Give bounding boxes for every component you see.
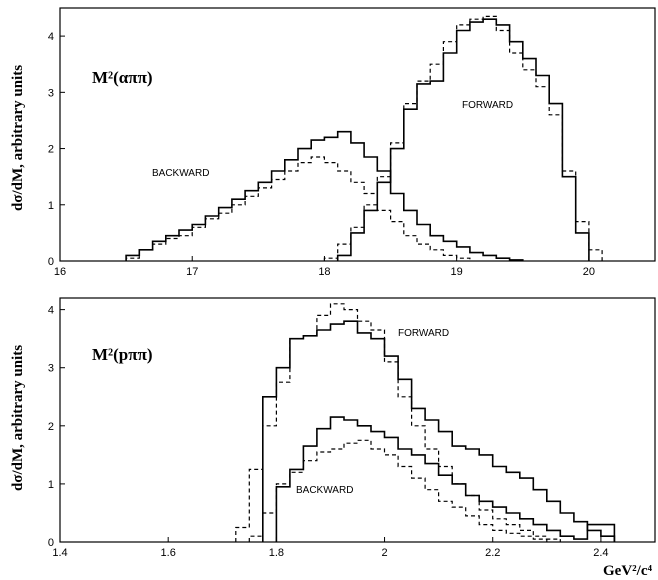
- x-tick-label: 2.2: [485, 547, 500, 559]
- x-tick-label: 16: [54, 266, 66, 278]
- forward-dashed-histogram: [235, 303, 561, 542]
- backward-solid-histogram: [275, 416, 616, 542]
- backward-dashed-histogram: [125, 156, 471, 261]
- y-tick-label: 0: [48, 537, 54, 549]
- top-ylabel: dσ/dM, arbitrary units: [10, 65, 26, 211]
- y-tick-label: 1: [48, 200, 54, 212]
- x-tick-label: 2: [381, 547, 387, 559]
- top-annotation-backward: BACKWARD: [152, 168, 209, 179]
- backward-solid-histogram: [125, 130, 524, 261]
- bottom-panel: 1.4 1.6 1.8 2 2.2 2.4 0 1 2 3 4 M²(pππ) FORWARD BA…: [10, 297, 656, 579]
- x-tick-label: 2.4: [593, 547, 608, 559]
- top-annotation-forward: FORWARD: [462, 100, 513, 111]
- x-tick-label: 18: [318, 266, 330, 278]
- x-tick-label: 1.6: [161, 547, 176, 559]
- x-tick-label: 20: [583, 266, 595, 278]
- y-tick-label: 3: [48, 87, 54, 99]
- bottom-annotation-backward: BACKWARD: [296, 485, 353, 496]
- top-panel: 16 17 18 19 20 0 1 2 3 4 M²(αππ) BACKWARD FORWARD…: [10, 7, 656, 278]
- forward-solid-histogram: [262, 320, 616, 542]
- bottom-xlabel: GeV²/c⁴: [603, 563, 652, 579]
- y-tick-label: 0: [48, 256, 54, 268]
- x-tick-label: 19: [451, 266, 463, 278]
- forward-dashed-histogram: [323, 15, 603, 261]
- bottom-plot-frame: [59, 297, 656, 543]
- y-tick-label: 4: [48, 305, 54, 317]
- backward-dashed-histogram: [248, 439, 548, 542]
- y-tick-label: 4: [48, 31, 54, 43]
- x-tick-label: 17: [186, 266, 198, 278]
- x-tick-label: 1.4: [52, 547, 67, 559]
- y-tick-label: 3: [48, 363, 54, 375]
- bottom-annotation-forward: FORWARD: [398, 328, 449, 339]
- top-plot-frame: [59, 7, 656, 262]
- y-tick-label: 1: [48, 479, 54, 491]
- y-tick-label: 2: [48, 421, 54, 433]
- top-title: M²(αππ): [92, 68, 153, 87]
- bottom-ylabel: dσ/dM, arbitrary units: [10, 345, 26, 491]
- forward-solid-histogram: [336, 18, 590, 261]
- y-tick-label: 2: [48, 144, 54, 156]
- bottom-title: M²(pππ): [92, 345, 153, 364]
- x-tick-label: 1.8: [269, 547, 284, 559]
